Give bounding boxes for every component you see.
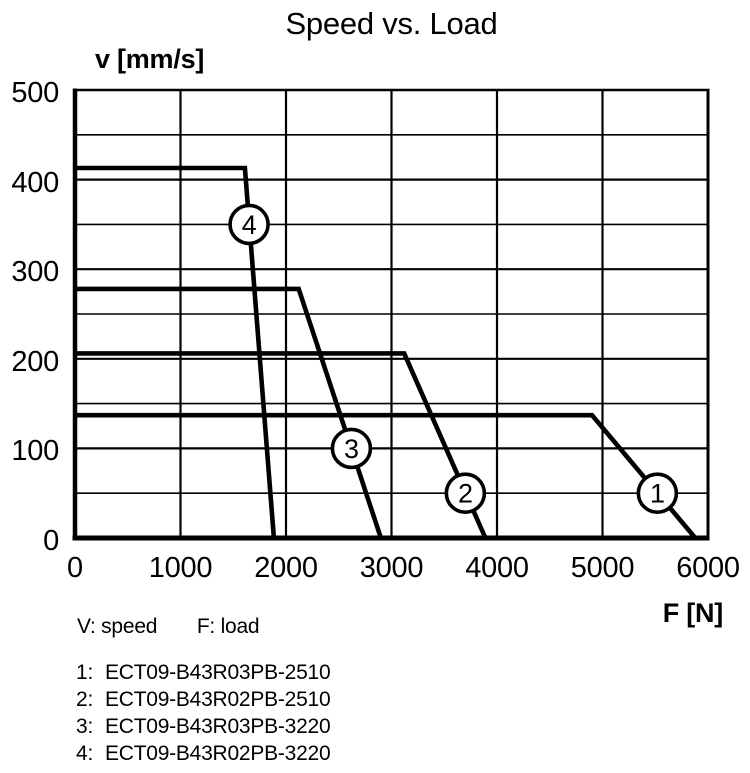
axis-note: V: speed F: load <box>77 615 260 639</box>
curve-marker-label-3: 3 <box>344 434 359 464</box>
x-tick-label: 6000 <box>676 552 740 584</box>
legend-item: 4: ECT09-B43R02PB-3220 <box>76 740 331 767</box>
x-tick-label: 3000 <box>359 552 424 584</box>
y-tick-label: 500 <box>11 77 59 109</box>
curve-marker-circle-4 <box>228 203 270 246</box>
curve-4 <box>75 165 277 539</box>
curve-2 <box>75 351 488 539</box>
legend-item-number: 3: <box>76 715 94 738</box>
legend-item-number: 1: <box>76 661 94 684</box>
x-tick-label: 5000 <box>570 552 635 584</box>
legend: 1: ECT09-B43R03PB-2510 2: ECT09-B43R02PB-25… <box>76 659 331 767</box>
x-tick-label: 4000 <box>465 552 529 584</box>
curve-marker-label-2: 2 <box>458 479 473 509</box>
legend-item-model: ECT09-B43R03PB-3220 <box>105 715 331 738</box>
legend-item-model: ECT09-B43R03PB-2510 <box>105 661 331 684</box>
legend-item: 2: ECT09-B43R02PB-2510 <box>76 686 331 713</box>
legend-item-model: ECT09-B43R02PB-2510 <box>105 688 331 711</box>
y-tick-label: 100 <box>11 435 59 468</box>
y-tick-label: 300 <box>11 256 59 289</box>
curve-marker-circle-2 <box>444 472 487 515</box>
x-tick-label: 2000 <box>254 552 318 584</box>
y-tick-label: 400 <box>11 166 59 199</box>
note-load: F: load <box>196 615 260 638</box>
curve-marker-circle-1 <box>636 472 679 515</box>
curve-marker-circle-3 <box>330 427 373 470</box>
x-tick-label: 0 <box>67 552 83 584</box>
y-tick-label: 0 <box>43 525 59 557</box>
chart-title: Speed vs. Load <box>285 6 498 41</box>
note-speed: V: speed <box>77 615 158 638</box>
legend-item-number: 2: <box>76 688 94 711</box>
legend-item-model: ECT09-B43R02PB-3220 <box>105 742 331 765</box>
legend-item: 1: ECT09-B43R03PB-2510 <box>76 659 331 686</box>
y-tick-label: 200 <box>11 345 59 378</box>
curve-marker-label-4: 4 <box>242 210 257 240</box>
legend-item: 3: ECT09-B43R03PB-3220 <box>76 713 331 740</box>
x-axis-title: F [N] <box>662 598 724 628</box>
x-tick-label: 1000 <box>148 552 213 584</box>
curve-marker-label-1: 1 <box>650 479 665 509</box>
legend-item-number: 4: <box>76 742 94 765</box>
y-axis-title: v [mm/s] <box>95 44 205 74</box>
